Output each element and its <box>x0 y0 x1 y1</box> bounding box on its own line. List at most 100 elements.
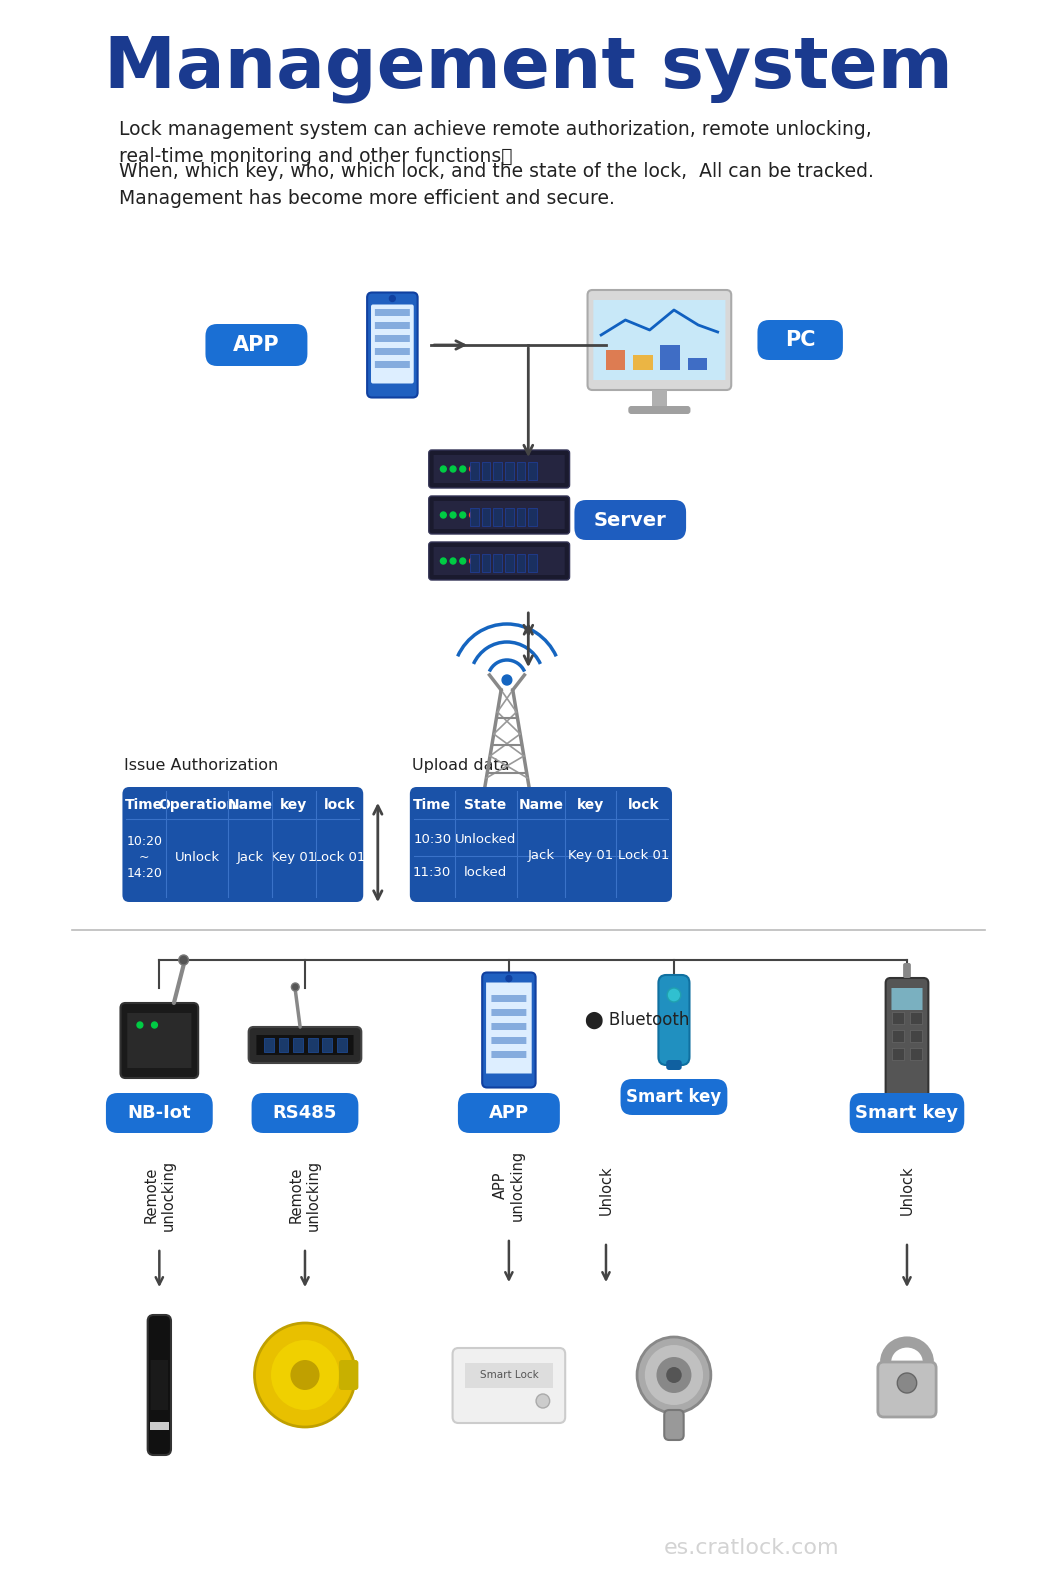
Text: lock: lock <box>323 798 355 813</box>
Circle shape <box>470 559 475 563</box>
FancyBboxPatch shape <box>758 320 843 360</box>
Text: Lock 01: Lock 01 <box>618 849 670 862</box>
Circle shape <box>470 466 475 472</box>
Text: Unlock: Unlock <box>599 1165 614 1215</box>
Text: Management system: Management system <box>104 33 953 103</box>
FancyBboxPatch shape <box>891 988 922 1010</box>
Circle shape <box>502 675 512 685</box>
FancyBboxPatch shape <box>410 787 672 903</box>
Circle shape <box>441 559 446 563</box>
Circle shape <box>470 511 475 518</box>
FancyBboxPatch shape <box>434 500 565 529</box>
FancyBboxPatch shape <box>629 406 690 413</box>
Circle shape <box>667 988 681 1002</box>
Text: Name: Name <box>228 798 272 813</box>
Bar <box>465 1363 552 1389</box>
Circle shape <box>441 511 446 518</box>
FancyBboxPatch shape <box>594 300 725 380</box>
Circle shape <box>897 1373 917 1393</box>
Bar <box>505 554 514 571</box>
Bar <box>493 508 502 525</box>
Bar <box>516 554 526 571</box>
Text: Remote
unlocking: Remote unlocking <box>143 1160 176 1231</box>
FancyBboxPatch shape <box>666 1060 682 1070</box>
Bar <box>470 554 479 571</box>
Circle shape <box>450 559 456 563</box>
Circle shape <box>450 466 456 472</box>
FancyBboxPatch shape <box>206 323 307 366</box>
FancyBboxPatch shape <box>375 361 410 368</box>
FancyBboxPatch shape <box>492 1037 527 1045</box>
Circle shape <box>460 466 465 472</box>
Circle shape <box>441 466 446 472</box>
FancyBboxPatch shape <box>367 292 418 398</box>
FancyBboxPatch shape <box>121 1004 198 1078</box>
Circle shape <box>460 559 465 563</box>
FancyBboxPatch shape <box>487 983 532 1073</box>
FancyBboxPatch shape <box>482 972 535 1087</box>
Text: Time: Time <box>413 798 452 813</box>
Bar <box>322 1038 332 1053</box>
Bar <box>470 508 479 525</box>
FancyBboxPatch shape <box>850 1094 965 1133</box>
Text: Lock management system can achieve remote authorization, remote unlocking,
real-: Lock management system can achieve remot… <box>119 120 871 166</box>
Text: ⬤ Bluetooth: ⬤ Bluetooth <box>585 1011 689 1029</box>
Bar <box>149 1422 169 1430</box>
Text: APP
unlocking: APP unlocking <box>493 1149 525 1220</box>
Circle shape <box>292 983 299 991</box>
FancyBboxPatch shape <box>147 1314 171 1455</box>
Text: key: key <box>577 798 604 813</box>
FancyBboxPatch shape <box>575 500 686 540</box>
Text: Smart Lock: Smart Lock <box>479 1370 538 1381</box>
FancyBboxPatch shape <box>123 787 364 903</box>
FancyBboxPatch shape <box>587 290 731 390</box>
Text: 10:20
~
14:20: 10:20 ~ 14:20 <box>126 835 162 879</box>
Circle shape <box>152 1023 157 1027</box>
Bar <box>307 1038 318 1053</box>
Bar <box>528 462 537 480</box>
Circle shape <box>637 1337 711 1412</box>
Text: When, which key, who, which lock, and the state of the lock,  All can be tracked: When, which key, who, which lock, and th… <box>119 163 873 207</box>
Bar <box>264 1038 273 1053</box>
Circle shape <box>536 1393 550 1408</box>
Text: Lock 01: Lock 01 <box>314 851 365 863</box>
Text: es.cratlock.com: es.cratlock.com <box>664 1539 840 1557</box>
FancyBboxPatch shape <box>492 1008 527 1016</box>
FancyBboxPatch shape <box>903 963 911 978</box>
FancyBboxPatch shape <box>375 322 410 328</box>
FancyBboxPatch shape <box>492 1051 527 1057</box>
FancyBboxPatch shape <box>151 1360 169 1411</box>
Bar <box>606 350 625 369</box>
Text: State: State <box>464 798 507 813</box>
Circle shape <box>254 1322 355 1427</box>
Bar <box>493 554 502 571</box>
Circle shape <box>666 1367 682 1382</box>
Circle shape <box>290 1360 319 1390</box>
Bar <box>909 1030 921 1041</box>
FancyBboxPatch shape <box>257 1035 354 1056</box>
FancyBboxPatch shape <box>429 450 569 488</box>
Bar <box>652 390 667 409</box>
Text: APP: APP <box>489 1105 529 1122</box>
FancyBboxPatch shape <box>658 975 689 1065</box>
Text: Key 01: Key 01 <box>271 851 316 863</box>
FancyBboxPatch shape <box>251 1094 358 1133</box>
Text: Time: Time <box>125 798 163 813</box>
Bar <box>893 1030 904 1041</box>
Bar <box>528 508 537 525</box>
Bar <box>505 462 514 480</box>
FancyBboxPatch shape <box>458 1094 560 1133</box>
Circle shape <box>137 1023 143 1027</box>
Bar <box>505 508 514 525</box>
FancyBboxPatch shape <box>665 1411 684 1441</box>
Text: 10:30: 10:30 <box>413 833 452 846</box>
Text: Operation: Operation <box>158 798 236 813</box>
FancyBboxPatch shape <box>620 1079 727 1116</box>
Bar <box>481 462 491 480</box>
FancyBboxPatch shape <box>429 495 569 533</box>
Bar <box>528 554 537 571</box>
Circle shape <box>179 955 189 966</box>
FancyBboxPatch shape <box>106 1094 213 1133</box>
Text: RS485: RS485 <box>272 1105 337 1122</box>
Bar <box>633 355 653 369</box>
